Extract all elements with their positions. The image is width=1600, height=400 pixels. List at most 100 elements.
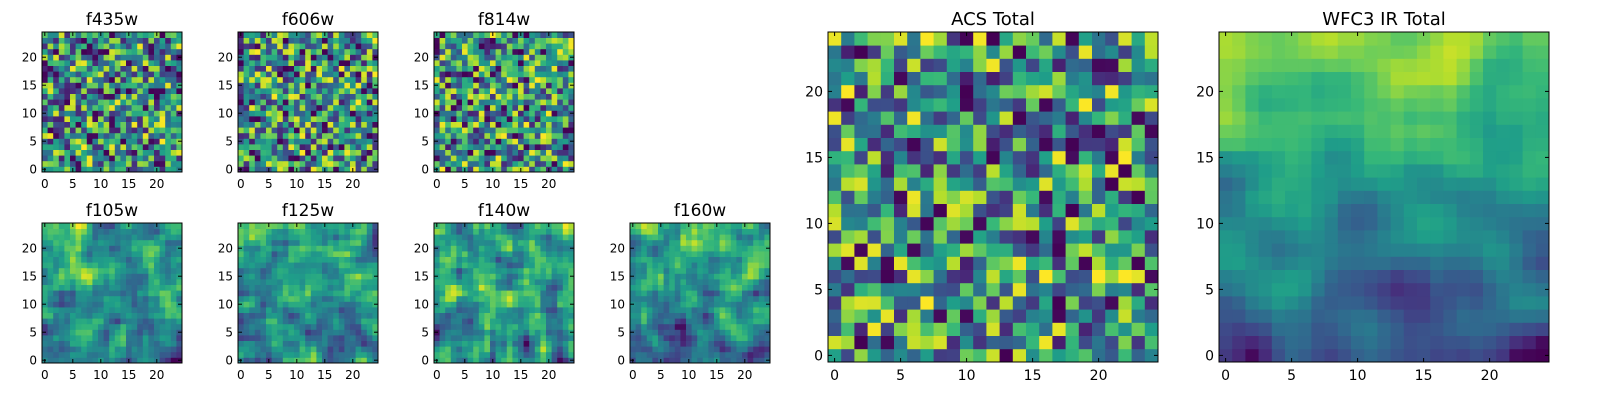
heatmap-cell xyxy=(266,239,272,246)
heatmap-cell xyxy=(366,228,373,235)
heatmap-cell xyxy=(361,54,368,61)
heatmap-cell xyxy=(495,121,502,128)
heatmap-cell xyxy=(434,127,440,134)
heatmap-cell xyxy=(523,132,530,139)
heatmap-cell xyxy=(456,110,463,117)
heatmap-cell xyxy=(137,82,144,89)
heatmap-cell xyxy=(64,116,71,122)
heatmap-cell xyxy=(243,346,250,353)
heatmap-cell xyxy=(439,323,446,330)
heatmap-cell xyxy=(546,138,552,145)
heatmap-cell xyxy=(327,160,334,167)
heatmap-cell xyxy=(445,71,452,78)
heatmap-cell xyxy=(562,223,569,229)
heatmap-cell xyxy=(53,160,60,167)
heatmap-cell xyxy=(758,323,765,330)
heatmap-cell xyxy=(282,228,289,235)
heatmap-cell xyxy=(366,267,373,274)
heatmap-cell xyxy=(518,279,524,285)
heatmap-cell xyxy=(630,256,636,263)
heatmap-cell xyxy=(462,239,468,246)
heatmap-cell xyxy=(159,307,166,313)
heatmap-cell xyxy=(120,76,127,83)
heatmap-cell xyxy=(702,234,709,241)
heatmap-cell xyxy=(445,37,452,44)
heatmap-cell xyxy=(719,234,726,241)
heatmap-cell xyxy=(170,351,177,358)
heatmap-cell xyxy=(288,82,295,89)
heatmap-cell xyxy=(456,144,463,150)
heatmap-cell xyxy=(120,245,127,252)
heatmap-cell xyxy=(635,279,642,285)
heatmap-cell xyxy=(47,318,54,325)
heatmap-cell xyxy=(114,32,121,38)
heatmap-cell xyxy=(933,256,948,270)
heatmap-cell xyxy=(551,228,558,235)
heatmap-cell xyxy=(165,48,172,55)
heatmap-cell xyxy=(907,190,921,204)
heatmap-cell xyxy=(1131,256,1146,270)
heatmap-cell xyxy=(64,60,71,66)
heatmap-cell xyxy=(266,295,272,302)
heatmap-cell xyxy=(288,144,295,150)
heatmap-cell xyxy=(260,71,267,78)
heatmap-cell xyxy=(282,256,289,263)
heatmap-cell xyxy=(103,245,110,252)
heatmap-cell xyxy=(1105,309,1119,323)
heatmap-cell xyxy=(523,239,530,246)
heatmap-cell xyxy=(131,132,138,139)
heatmap-cell xyxy=(540,127,547,134)
heatmap-cell xyxy=(126,48,132,55)
heatmap-cell xyxy=(529,65,536,72)
heatmap-cell xyxy=(120,65,127,72)
heatmap-cell xyxy=(120,121,127,128)
heatmap-cell xyxy=(646,329,653,336)
x-tick-label: 5 xyxy=(657,368,665,382)
heatmap-cell xyxy=(529,144,536,150)
heatmap-cell xyxy=(708,239,715,246)
heatmap-cell xyxy=(344,149,351,156)
heatmap-cell xyxy=(277,76,284,83)
heatmap-cell xyxy=(973,243,987,257)
heatmap-cell xyxy=(534,351,541,358)
heatmap-cell xyxy=(126,234,132,241)
heatmap-cell xyxy=(708,251,715,257)
heatmap-cell xyxy=(462,245,468,252)
heatmap-cell xyxy=(702,245,709,252)
heatmap-cell xyxy=(322,76,328,83)
heatmap-cell xyxy=(714,273,720,280)
heatmap-cell xyxy=(58,290,65,297)
axes-frame xyxy=(41,31,183,173)
heatmap-cell xyxy=(305,329,312,336)
heatmap-cell xyxy=(568,262,575,269)
heatmap-cell xyxy=(70,273,76,280)
heatmap-cell xyxy=(562,312,569,319)
heatmap-cell xyxy=(562,279,569,285)
heatmap-cell xyxy=(322,144,328,150)
heatmap-cell xyxy=(58,307,65,313)
heatmap-cell xyxy=(490,346,496,353)
heatmap-cell xyxy=(686,312,692,319)
heatmap-cell xyxy=(506,110,513,117)
heatmap-cell xyxy=(322,93,328,100)
heatmap-cell xyxy=(456,160,463,167)
heatmap-cell xyxy=(260,312,267,319)
heatmap-cell xyxy=(372,76,379,83)
heatmap-cell xyxy=(148,160,155,167)
heatmap-cell xyxy=(305,149,312,156)
heatmap-cell xyxy=(355,245,362,252)
heatmap-cell xyxy=(1144,348,1159,363)
heatmap-cell xyxy=(243,312,250,319)
heatmap-cell xyxy=(663,318,670,325)
heatmap-cell xyxy=(456,155,463,162)
heatmap-cell xyxy=(170,32,177,38)
heatmap-cell xyxy=(1039,309,1053,323)
heatmap-cell xyxy=(366,127,373,134)
heatmap-cell xyxy=(299,307,306,313)
heatmap-cell xyxy=(495,239,502,246)
y-tick-label: 20 xyxy=(218,51,233,65)
heatmap-cell xyxy=(512,32,519,38)
heatmap-cell xyxy=(271,76,278,83)
heatmap-cell xyxy=(490,43,496,50)
heatmap-cell xyxy=(540,323,547,330)
